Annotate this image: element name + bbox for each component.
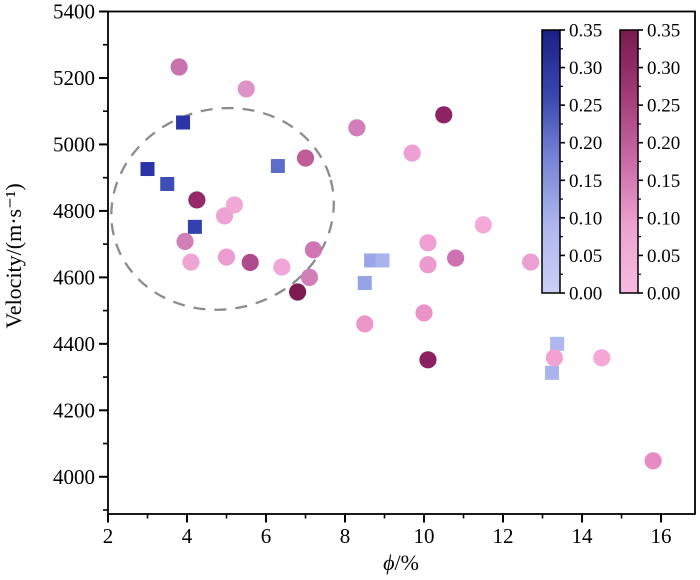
colorbars: 0.35 0.30 0.25 0.20 0.15 0.10 0.05 0.00 0.35 0.30… [541, 21, 680, 305]
y-tick-label: 4400 [53, 332, 95, 356]
data-point-circle [419, 256, 437, 274]
data-point-circle [593, 349, 611, 367]
data-point-circle [215, 207, 234, 225]
data-point-square [160, 176, 175, 191]
data-point-square [364, 253, 379, 268]
data-point-square [140, 162, 155, 177]
colorbar-tick-label: 0.35 [569, 21, 602, 42]
data-point-circle [403, 144, 421, 162]
x-tick-label: 16 [651, 524, 672, 548]
data-point-circle [419, 351, 437, 369]
data-point-circle [217, 248, 236, 266]
y-tick-label: 4200 [53, 398, 95, 422]
data-point-circle [348, 119, 366, 137]
data-point-square [357, 276, 372, 291]
colorbar-tick-label: 0.25 [569, 96, 602, 117]
colorbar-tick-label: 0.30 [569, 58, 602, 79]
colorbar-tick-label: 0.10 [569, 208, 602, 229]
colorbar-tick-label: 0.15 [569, 171, 602, 192]
data-point-circle [176, 232, 194, 251]
data-points [140, 58, 662, 470]
data-point-circle [273, 258, 291, 276]
data-point-circle [522, 253, 540, 271]
data-point-square [270, 159, 285, 174]
y-tick-label: 5200 [53, 66, 95, 90]
y-axis-label: Velocity/(m·s⁻¹) [1, 183, 26, 328]
y-tick-label: 5000 [53, 132, 95, 156]
data-point-circle [188, 191, 206, 209]
plot-frame [107, 10, 696, 515]
data-point-circle [237, 80, 255, 98]
x-tick-label: 14 [572, 524, 594, 548]
colorbar-tick-label: 0.10 [647, 208, 680, 229]
y-tick-label: 4600 [53, 265, 95, 289]
colorbar-tick-label: 0.35 [647, 21, 680, 42]
data-point-circle [447, 249, 465, 267]
colorbar-tick-label: 0.20 [569, 133, 602, 154]
data-point-square [545, 365, 560, 380]
y-tick-label: 5400 [53, 0, 95, 24]
data-point-circle [241, 253, 259, 272]
x-axis-label: ϕ/% [383, 550, 419, 575]
data-point-circle [225, 196, 244, 214]
pink-colorbar: 0.35 0.30 0.25 0.20 0.15 0.10 0.05 0.00 [619, 21, 680, 305]
x-tick-label: 2 [103, 524, 114, 548]
blue-colorbar: 0.35 0.30 0.25 0.20 0.15 0.10 0.05 0.00 [541, 21, 602, 305]
data-point-square [187, 219, 202, 234]
colorbar-tick-label: 0.15 [647, 171, 680, 192]
y-tick-label: 4000 [53, 465, 95, 489]
data-point-circle [415, 304, 433, 322]
data-point-circle [474, 216, 492, 234]
data-point-circle [545, 349, 563, 367]
colorbar-tick-label: 0.00 [569, 284, 602, 305]
data-point-circle [304, 241, 323, 259]
data-point-circle [182, 253, 200, 271]
colorbar-tick-label: 0.00 [647, 284, 680, 305]
data-point-circle [644, 452, 662, 470]
data-point-circle [289, 283, 307, 301]
colorbar-tick-label: 0.30 [647, 58, 680, 79]
data-point-circle [356, 315, 374, 333]
x-tick-label: 8 [340, 524, 351, 548]
data-point-circle [170, 58, 188, 76]
x-tick-label: 10 [414, 524, 435, 548]
pink-colorbar-bar [619, 29, 639, 294]
colorbar-tick-label: 0.05 [569, 246, 602, 267]
data-point-square [176, 115, 191, 130]
colorbar-tick-label: 0.20 [647, 133, 680, 154]
data-point-circle [296, 149, 315, 167]
y-tick-label: 4800 [53, 199, 95, 223]
data-point-square [550, 336, 565, 351]
x-tick-label: 6 [261, 524, 272, 548]
x-tick-label: 12 [493, 524, 514, 548]
colorbar-tick-label: 0.05 [647, 246, 680, 267]
x-tick-label: 4 [182, 524, 193, 548]
data-point-circle [419, 234, 437, 252]
data-point-square [375, 253, 390, 268]
axes: 2 4 6 8 10 12 14 16 5400 5200 5000 4800 4600 4400 4200… [53, 0, 696, 548]
blue-colorbar-bar [541, 29, 561, 294]
data-point-circle [300, 268, 319, 286]
colorbar-tick-label: 0.25 [647, 96, 680, 117]
data-point-circle [435, 106, 453, 124]
